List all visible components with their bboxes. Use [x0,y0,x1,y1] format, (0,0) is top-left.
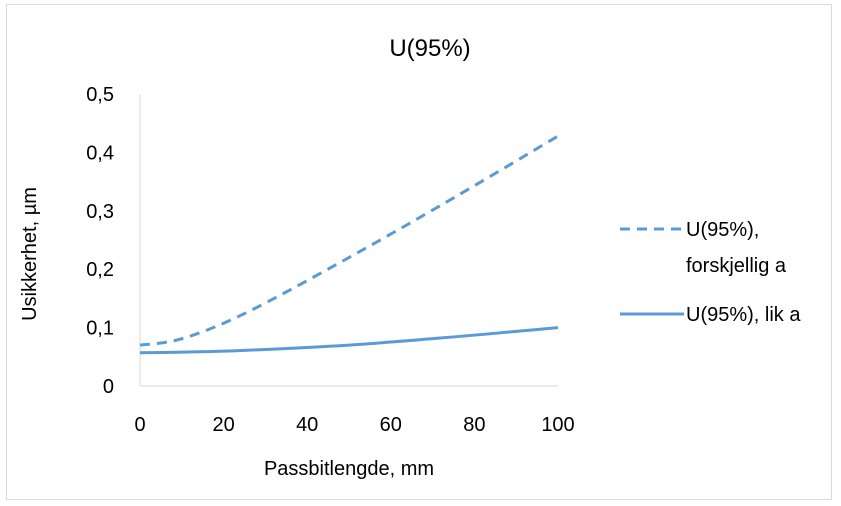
chart-title: U(95%) [389,35,470,62]
x-axis-label: Passbitlengde, mm [264,458,434,480]
x-tick-label: 0 [134,414,145,436]
y-axis-label: Usikkerhet, µm [19,187,41,321]
series-layer [139,134,559,355]
x-tick-label: 20 [212,414,234,436]
y-tick-labels: 0 0,1 0,2 0,3 0,4 0,5 [86,84,114,398]
legend: U(95%), forskjellig a U(95%), lik a [620,219,801,326]
x-tick-labels: 0 20 40 60 80 100 [134,414,574,436]
x-tick-label: 80 [463,414,485,436]
x-tick-label: 100 [541,414,574,436]
chart-frame [6,4,832,500]
legend-label-2: U(95%), lik a [686,304,801,326]
y-tick-label: 0 [103,376,114,398]
x-tick-label: 40 [296,414,318,436]
y-tick-label: 0,2 [86,259,114,281]
x-tick-label: 60 [380,414,402,436]
y-tick-label: 0,5 [86,84,114,106]
legend-label-1: U(95%), [686,219,759,241]
legend-label-1: forskjellig a [686,255,787,277]
series-line-2 [139,326,559,355]
y-tick-label: 0,3 [86,201,114,223]
series-line-1 [139,134,559,347]
y-tick-label: 0,1 [86,318,114,340]
y-tick-label: 0,4 [86,142,114,164]
